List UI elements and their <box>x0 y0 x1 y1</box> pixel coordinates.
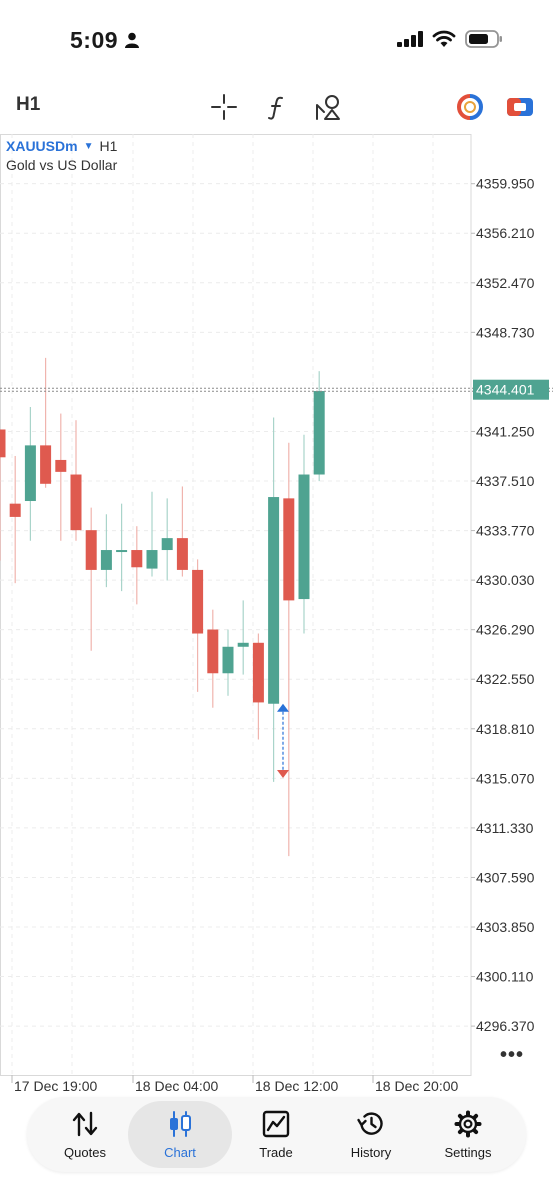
nav-quotes[interactable]: Quotes <box>33 1101 137 1168</box>
candle-body <box>40 445 52 484</box>
plot-frame <box>0 134 472 1076</box>
time-axis-label: 18 Dec 12:00 <box>255 1078 338 1094</box>
price-axis-label: 4326.290 <box>476 622 535 638</box>
more-options-icon[interactable]: ••• <box>500 1044 525 1066</box>
buy-arrow-icon <box>277 703 289 712</box>
chart-toolbar: H1 <box>0 80 553 132</box>
candle-body <box>207 629 219 674</box>
quotes-icon <box>70 1109 100 1139</box>
timeframe-button[interactable]: H1 <box>16 94 41 115</box>
status-bar: 5:09 <box>0 0 553 80</box>
candle-body <box>116 550 128 553</box>
current-price-tag <box>473 379 549 400</box>
current-price-label: 4344.401 <box>476 382 535 398</box>
indicators-icon[interactable] <box>262 92 292 122</box>
price-axis-label: 4341.250 <box>476 423 535 439</box>
nav-settings[interactable]: Settings <box>416 1101 520 1168</box>
status-time: 5:09 <box>70 27 119 53</box>
bottom-navigation: Quotes Chart Trade History <box>27 1097 526 1172</box>
chart-icon <box>165 1109 195 1139</box>
candle-body <box>222 646 234 674</box>
candle-body <box>268 497 280 704</box>
symbol-timeframe: H1 <box>99 138 118 154</box>
symbol-header[interactable]: XAUUSDm ▼ H1 <box>6 138 117 154</box>
candle-body <box>252 642 264 703</box>
candle-body <box>0 429 6 458</box>
wifi-icon <box>432 30 456 47</box>
candle-body <box>313 391 325 475</box>
time-axis-label: 17 Dec 19:00 <box>14 1078 97 1094</box>
price-axis-label: 4311.330 <box>476 820 534 836</box>
candle-body <box>298 474 310 600</box>
nav-trade[interactable]: Trade <box>224 1101 328 1168</box>
chart-area[interactable]: 4359.950 4356.210 4352.470 4348.730 4341.250… <box>0 132 553 1097</box>
candle-body <box>9 503 21 517</box>
nav-label: History <box>350 1145 392 1160</box>
price-axis-label: 4356.210 <box>476 225 535 241</box>
sell-arrow-icon <box>277 769 289 778</box>
price-axis-label: 4359.950 <box>476 176 535 192</box>
price-axis-label: 4352.470 <box>476 275 535 291</box>
one-click-trading-icon[interactable] <box>455 92 485 122</box>
candle-body <box>85 530 97 570</box>
candlestick-chart[interactable]: 4359.950 4356.210 4352.470 4348.730 4341.250… <box>0 132 553 1097</box>
candle-body <box>24 445 36 502</box>
candle-body <box>55 459 67 472</box>
price-axis-label: 4307.590 <box>476 869 535 885</box>
history-icon <box>356 1109 386 1139</box>
price-axis-label: 4296.370 <box>476 1018 535 1034</box>
nav-chart[interactable]: Chart <box>128 1101 232 1168</box>
candle-body <box>131 550 143 568</box>
symbol-name[interactable]: XAUUSDm <box>6 138 78 154</box>
candle-body <box>192 569 204 634</box>
objects-icon[interactable] <box>313 92 343 122</box>
status-icons <box>397 30 503 48</box>
dropdown-caret-icon[interactable]: ▼ <box>83 140 94 152</box>
nav-history[interactable]: History <box>319 1101 423 1168</box>
price-axis-label: 4337.510 <box>476 473 535 489</box>
candle-body <box>161 538 173 551</box>
price-axis-label: 4318.810 <box>476 721 535 737</box>
symbol-description: Gold vs US Dollar <box>6 157 118 173</box>
settings-gear-icon <box>453 1109 483 1139</box>
price-axis-label: 4303.850 <box>476 919 535 935</box>
price-axis-label: 4333.770 <box>476 523 535 539</box>
price-axis-label: 4348.730 <box>476 324 535 340</box>
crosshair-icon[interactable] <box>209 92 239 122</box>
candle-body <box>70 474 82 531</box>
candle-body <box>100 550 112 570</box>
nav-label: Settings <box>444 1145 492 1160</box>
nav-label: Quotes <box>64 1145 106 1160</box>
trade-chart-icon <box>261 1109 291 1139</box>
candle-body <box>146 550 158 569</box>
candle-body <box>283 498 295 601</box>
person-icon <box>125 32 139 48</box>
nav-label: Chart <box>164 1145 196 1160</box>
battery-icon <box>465 30 502 48</box>
price-axis-label: 4315.070 <box>476 770 535 786</box>
candle-body <box>176 538 188 570</box>
time-axis-label: 18 Dec 04:00 <box>135 1078 218 1094</box>
candle-body <box>237 642 249 647</box>
price-axis-label: 4300.110 <box>476 969 534 985</box>
nav-label: Trade <box>259 1145 293 1160</box>
cellular-signal-icon <box>397 31 423 47</box>
price-axis-label: 4322.550 <box>476 671 535 687</box>
time-axis-label: 18 Dec 20:00 <box>375 1078 458 1094</box>
trade-icon[interactable] <box>505 92 535 122</box>
price-axis-label: 4330.030 <box>476 572 535 588</box>
